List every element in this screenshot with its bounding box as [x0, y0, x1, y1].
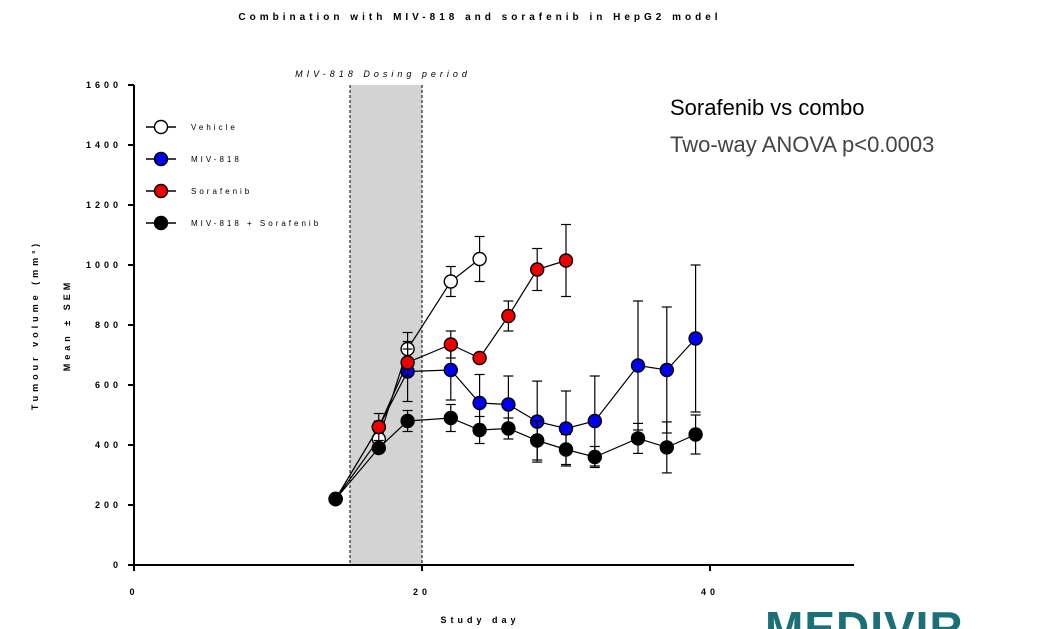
data-point — [688, 427, 703, 442]
data-point — [443, 410, 458, 426]
data-point — [472, 395, 487, 411]
dosing-period-label: MIV-818 Dosing period — [295, 69, 471, 79]
series-3 — [328, 403, 703, 507]
legend-item: MIV-818 + Sorafenib — [146, 215, 321, 231]
legend: Vehicle MIV-818 Sorafenib MIV-818 + Sorafen… — [146, 119, 321, 231]
data-point — [501, 308, 516, 324]
data-point — [443, 274, 458, 289]
data-point — [328, 491, 343, 507]
y-axis-ticks: 0 200 400 600 800 1000 1200 1400 1600 — [86, 80, 134, 570]
x-axis-ticks: 0 20 40 — [129, 565, 719, 597]
legend-label: Vehicle — [191, 123, 238, 132]
legend-marker — [153, 215, 169, 231]
y-tick-label: 200 — [95, 500, 122, 510]
legend-item: MIV-818 — [146, 151, 242, 167]
y-tick-label: 800 — [95, 320, 122, 330]
data-point — [659, 362, 674, 378]
data-point — [400, 355, 415, 370]
annotation-stat: Two-way ANOVA p<0.0003 — [670, 132, 934, 157]
series-line — [335, 259, 567, 500]
data-point — [558, 253, 574, 268]
annotation-title: Sorafenib vs combo — [670, 95, 864, 120]
logo: MEDIVIR — [765, 602, 964, 629]
data-point — [630, 431, 646, 446]
y-tick-label: 1000 — [86, 260, 122, 270]
data-point — [501, 397, 516, 412]
y-axis-label-stat: Mean ± SEM — [62, 279, 72, 371]
legend-marker — [153, 151, 169, 167]
data-point — [443, 337, 458, 352]
data-point — [630, 358, 646, 373]
y-tick-label: 600 — [95, 380, 122, 390]
data-point — [558, 421, 574, 436]
data-point — [587, 449, 602, 465]
data-point — [400, 413, 415, 429]
y-axis-label: Tumour volume (mm³) — [30, 240, 40, 410]
data-point — [530, 433, 545, 448]
chart-title: Combination with MIV-818 and sorafenib i… — [238, 12, 721, 23]
x-tick-label: 0 — [129, 587, 138, 597]
y-tick-label: 1600 — [86, 80, 122, 90]
data-point — [371, 440, 386, 456]
legend-label: MIV-818 + Sorafenib — [191, 219, 321, 228]
series-layer — [328, 223, 703, 507]
y-tick-label: 0 — [113, 560, 122, 570]
data-point — [472, 350, 487, 366]
data-point — [371, 419, 386, 435]
x-tick-label: 20 — [413, 587, 431, 597]
data-point — [501, 421, 516, 436]
data-point — [530, 262, 545, 277]
y-tick-label: 1200 — [86, 200, 122, 210]
data-point — [659, 440, 674, 455]
data-point — [688, 331, 703, 346]
x-axis-label: Study day — [440, 615, 519, 625]
logo-text: MEDIVIR — [765, 602, 964, 629]
legend-item: Vehicle — [146, 119, 238, 135]
y-tick-label: 400 — [95, 440, 122, 450]
legend-label: Sorafenib — [191, 187, 252, 196]
legend-label: MIV-818 — [191, 155, 242, 164]
legend-item: Sorafenib — [146, 183, 252, 199]
legend-marker — [153, 119, 169, 135]
data-point — [443, 362, 458, 378]
data-point — [558, 442, 574, 457]
data-point — [587, 413, 602, 429]
dosing-period-band — [350, 85, 422, 565]
legend-marker — [153, 183, 169, 199]
x-tick-label: 40 — [701, 587, 719, 597]
data-point — [472, 422, 487, 438]
y-tick-label: 1400 — [86, 140, 122, 150]
data-point — [472, 251, 487, 267]
